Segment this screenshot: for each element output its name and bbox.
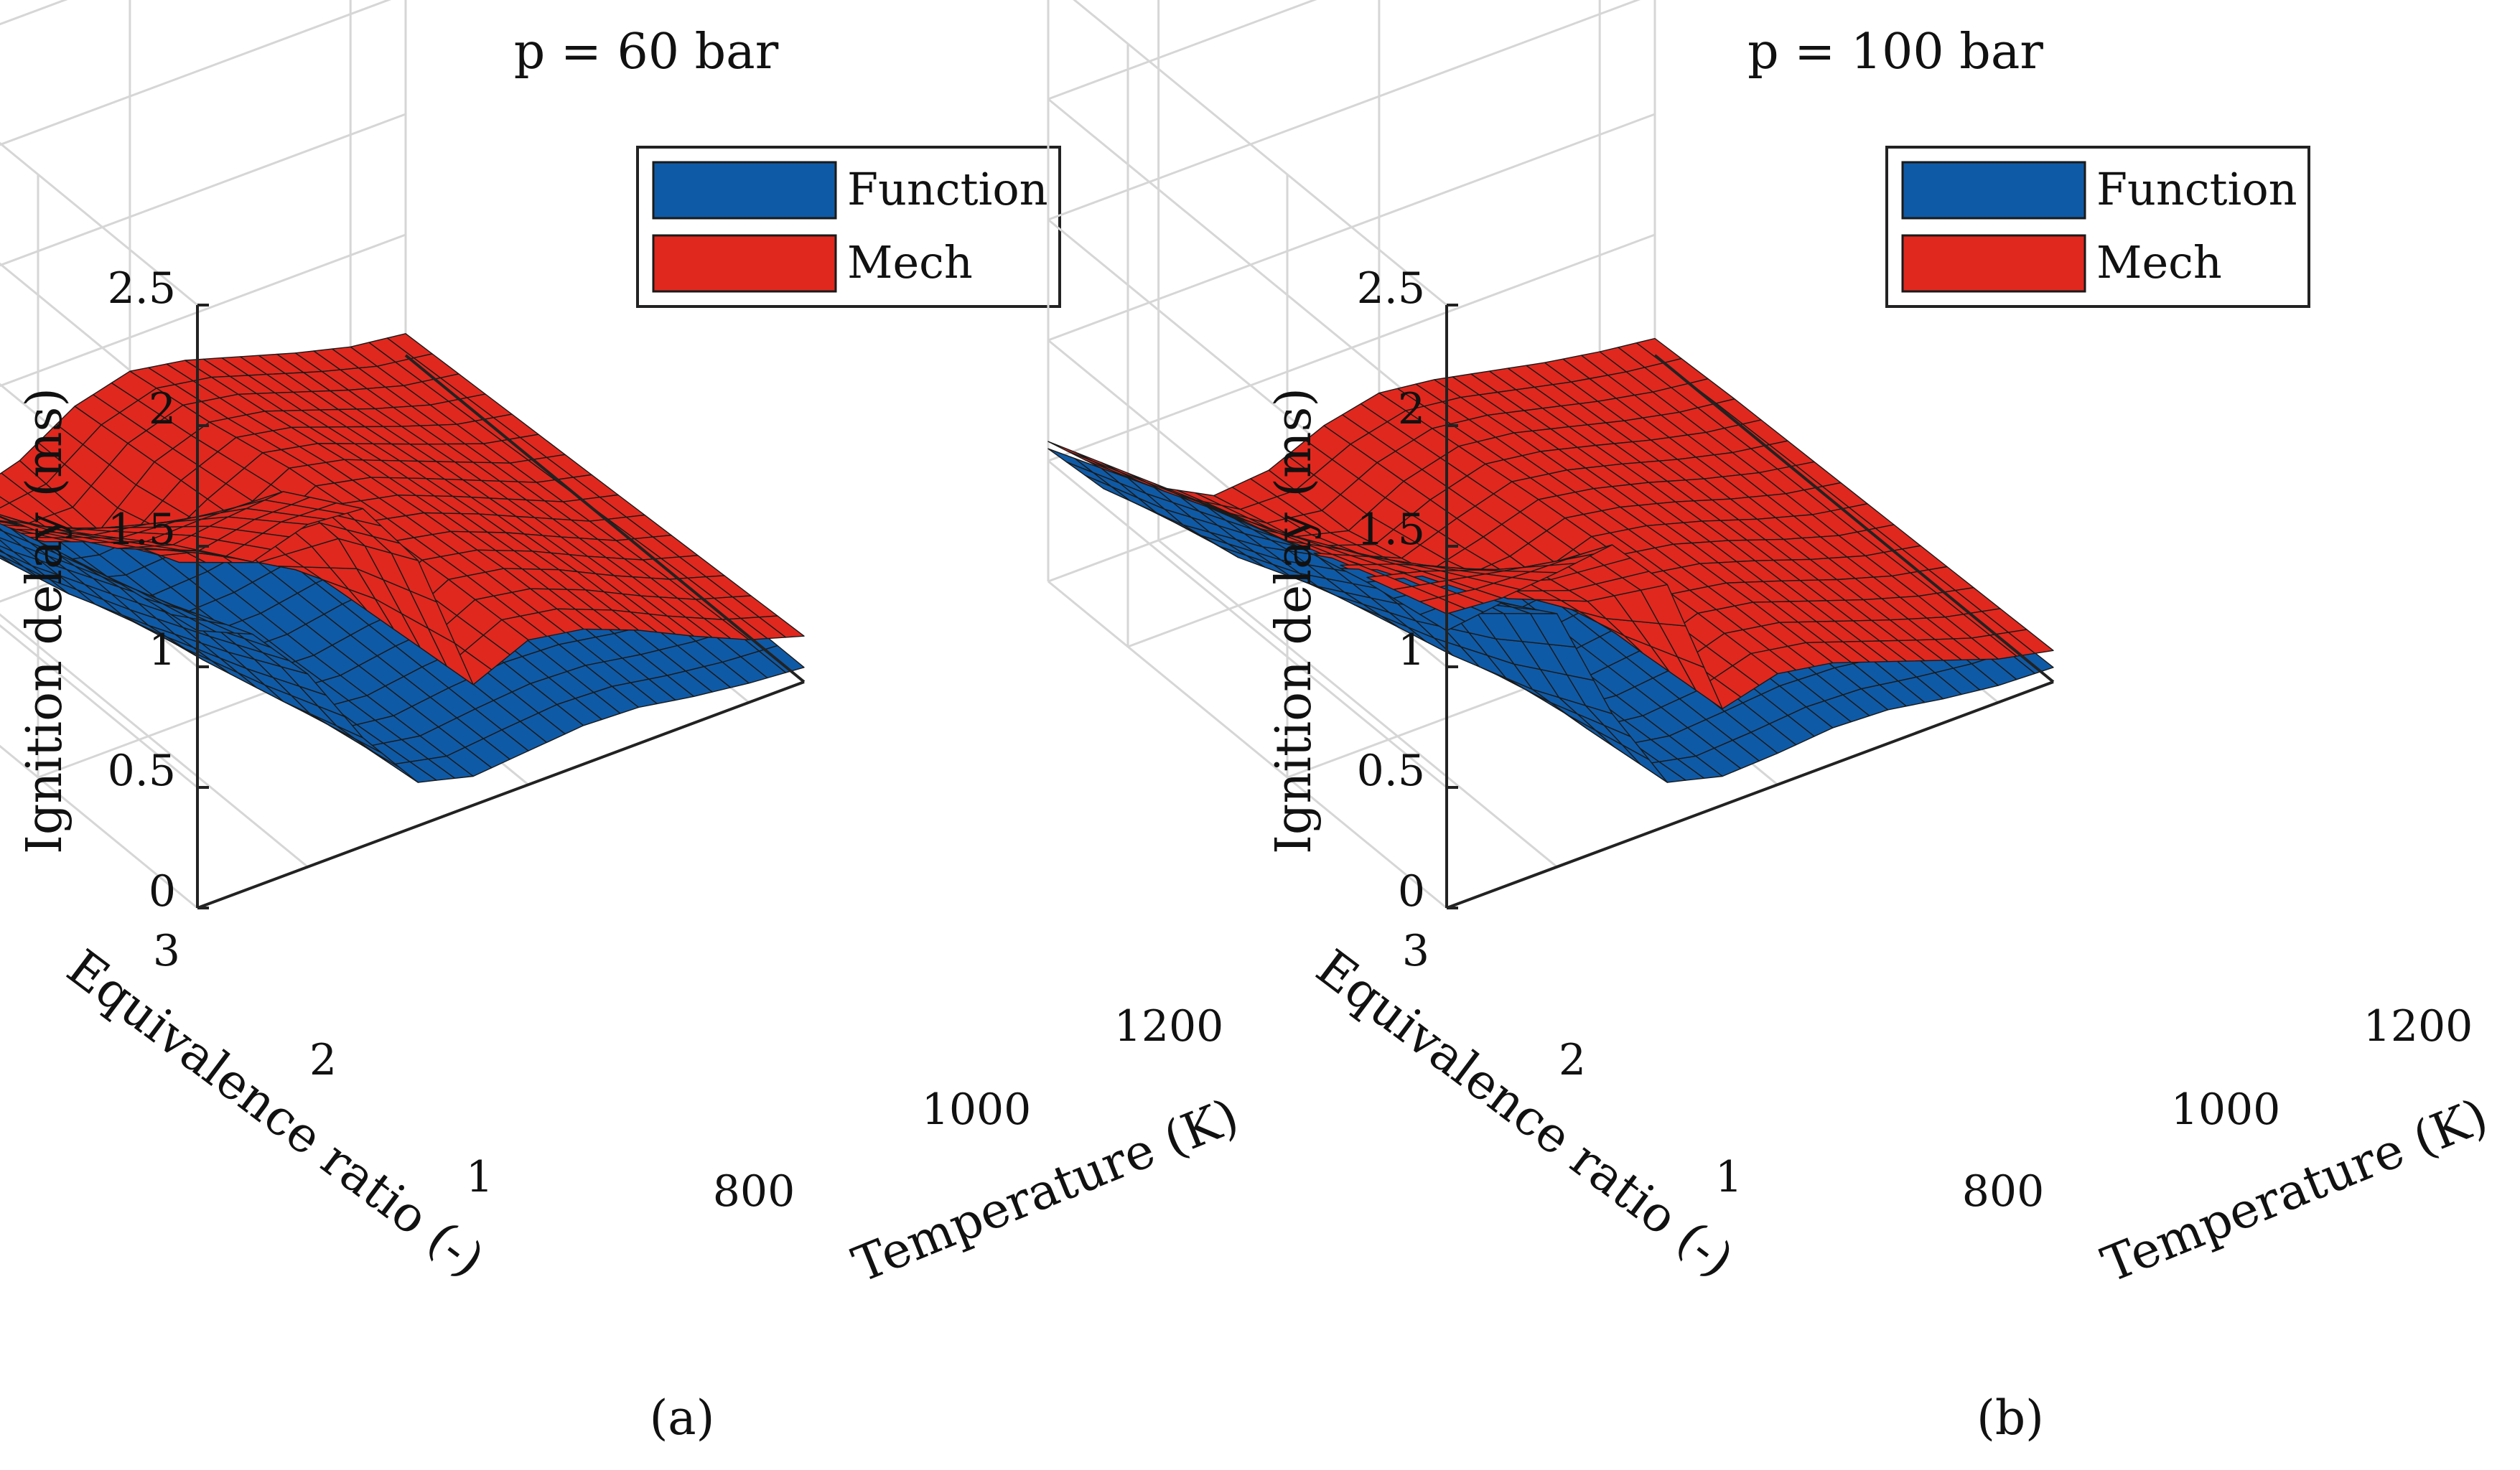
z-tick-label: 0.5 — [1357, 746, 1425, 796]
y-tick-label: 2 — [1559, 1035, 1586, 1085]
legend-label-mech: Mech — [2096, 236, 2222, 289]
y-tick-label: 1 — [1715, 1152, 1742, 1202]
legend-swatch-function — [652, 161, 837, 220]
z-axis-label-b: Ignition delay (ms) — [1266, 388, 1322, 854]
grid-line — [0, 0, 392, 146]
z-tick-labels-a: 0 0.5 1 1.5 2 2.5 — [108, 263, 176, 917]
z-tick-label: 2 — [1398, 384, 1425, 434]
surface-patch-function — [1419, 607, 1466, 632]
grid-line — [0, 744, 198, 909]
z-tick-label: 1.5 — [1357, 505, 1425, 555]
x-axis-line — [1446, 680, 2054, 909]
surface-plot-a — [0, 333, 805, 783]
legend-label-function: Function — [847, 163, 1048, 215]
panel-b: p = 100 bar 0 0.5 1 1.5 2 2.5 1 2 3 800 … — [1047, 0, 2496, 1446]
grid-line — [0, 613, 309, 868]
chart-title-b: p = 100 bar — [1747, 24, 2043, 80]
y-tick-label: 2 — [309, 1035, 337, 1085]
legend-b: Function Mech — [1885, 146, 2310, 308]
z-axis-label-a: Ignition delay (ms) — [17, 388, 73, 854]
grid-line — [0, 0, 68, 26]
y-tick-labels-a: 1 2 3 — [153, 926, 493, 1202]
panel-a: p = 60 bar 0 0.5 1 1.5 2 2.5 1 2 3 800 1… — [0, 0, 1246, 1446]
surface-patch-mech — [170, 549, 217, 556]
x-tick-label: 800 — [1962, 1166, 2045, 1217]
y-tick-label: 3 — [1402, 926, 1429, 976]
x-tick-label: 800 — [713, 1166, 795, 1217]
y-tick-labels-b: 1 2 3 — [1402, 926, 1742, 1202]
z-tick-label: 1 — [149, 625, 176, 675]
grid-line — [1157, 539, 1558, 868]
x-tick-label: 1000 — [2171, 1085, 2281, 1135]
x-tick-labels-a: 800 1000 1200 — [713, 1001, 1224, 1217]
axes-b — [1445, 304, 2055, 909]
legend-swatch-mech — [652, 234, 837, 293]
z-tick-labels-b: 0 0.5 1 1.5 2 2.5 — [1357, 263, 1425, 917]
legend-swatch-function — [1901, 161, 2086, 220]
y-axis-label-b: Equivalence ratio (-) — [1306, 940, 1744, 1289]
x-axis-label-b: Temperature (K) — [2094, 1088, 2496, 1294]
legend-label-mech: Mech — [847, 236, 973, 289]
grid-line — [0, 141, 198, 306]
surface-patch-function — [170, 614, 217, 632]
z-tick-label: 0 — [1398, 866, 1425, 917]
x-tick-label: 1200 — [2363, 1001, 2473, 1052]
surface-plot-b — [1047, 337, 2054, 783]
y-axis-line — [404, 354, 806, 683]
surface-patch-mech — [1419, 596, 1466, 614]
z-tick-label: 2.5 — [1357, 263, 1425, 314]
x-tick-label: 1200 — [1114, 1001, 1224, 1052]
x-tick-label: 1000 — [922, 1085, 1032, 1135]
caption-a-text: (a) — [650, 1390, 715, 1446]
grid-line — [1047, 0, 1641, 221]
z-tick-label: 0 — [149, 866, 176, 917]
caption-b: (b) — [1977, 1390, 2044, 1446]
y-axis-label-a: Equivalence ratio (-) — [57, 940, 495, 1289]
caption-a: (a) — [650, 1390, 715, 1446]
y-axis-line — [1653, 354, 2055, 683]
z-tick-label: 0.5 — [108, 746, 176, 796]
y-tick-label: 3 — [153, 926, 180, 976]
caption-b-text: (b) — [1977, 1390, 2044, 1446]
chart-title-a: p = 60 bar — [514, 24, 779, 80]
grid-line — [1047, 0, 1317, 100]
axes-a — [196, 304, 806, 909]
z-tick-label: 2.5 — [108, 263, 176, 314]
x-tick-labels-b: 800 1000 1200 — [1962, 1001, 2473, 1217]
legend-a: Function Mech — [636, 146, 1061, 308]
grid-line — [1047, 580, 1447, 909]
z-tick-label: 1.5 — [108, 505, 176, 555]
x-axis-label-a: Temperature (K) — [845, 1088, 1246, 1294]
grid-line — [1047, 98, 1447, 427]
grid-line — [0, 624, 198, 789]
grid-line — [1073, 0, 1447, 306]
y-tick-label: 1 — [466, 1152, 493, 1202]
z-tick-label: 1 — [1398, 625, 1425, 675]
grid-line — [1047, 459, 1447, 789]
legend-label-function: Function — [2096, 163, 2297, 215]
x-axis-line — [197, 680, 805, 909]
z-tick-label: 2 — [149, 384, 176, 434]
legend-swatch-mech — [1901, 234, 2086, 293]
